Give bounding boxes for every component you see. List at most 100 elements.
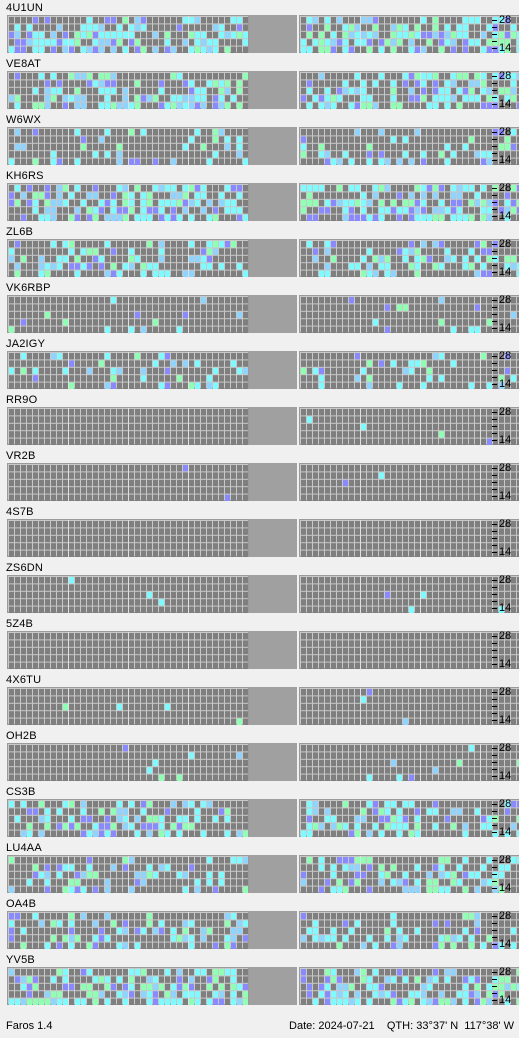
signal-cell: [129, 136, 134, 143]
signal-cell: [439, 158, 444, 165]
signal-cell: [15, 353, 20, 360]
signal-cell: [147, 80, 152, 87]
signal-cell: [135, 367, 140, 375]
signal-cell: [219, 136, 224, 143]
signal-cell: [57, 297, 62, 304]
signal-cell: [385, 304, 390, 311]
signal-cell: [81, 543, 86, 550]
signal-cell: [319, 255, 324, 263]
signal-cell: [231, 326, 236, 333]
signal-cell: [63, 409, 68, 416]
signal-cell: [409, 382, 414, 389]
signal-cell: [403, 46, 408, 53]
signal-cell: [301, 46, 306, 53]
signal-cell: [421, 353, 426, 360]
signal-cell: [201, 102, 206, 109]
signal-cell: [445, 591, 450, 599]
signal-cell: [45, 241, 50, 248]
signal-cell: [367, 521, 372, 528]
signal-cell: [427, 158, 432, 165]
signal-cell: [301, 129, 306, 136]
signal-cell: [117, 409, 122, 416]
signal-cell: [463, 73, 468, 80]
signal-cell: [63, 375, 68, 382]
signal-cell: [15, 158, 20, 165]
signal-cell: [177, 199, 182, 207]
signal-cell: [319, 353, 324, 360]
signal-cell: [51, 46, 56, 53]
signal-cell: [183, 479, 188, 487]
signal-cell: [237, 24, 242, 31]
signal-cell: [87, 297, 92, 304]
signal-cell: [325, 535, 330, 543]
signal-cell: [213, 528, 218, 535]
signal-cell: [219, 214, 224, 221]
grid-cells: [301, 296, 519, 334]
grid-cells: [301, 408, 519, 446]
signal-cell: [463, 207, 468, 214]
signal-cell: [361, 599, 366, 606]
signal-cell: [457, 129, 462, 136]
signal-cell: [445, 87, 450, 95]
signal-cell: [337, 129, 342, 136]
signal-cell: [505, 143, 510, 151]
signal-cell: [147, 192, 152, 199]
signal-cell: [57, 158, 62, 165]
signal-cell: [313, 143, 318, 151]
signal-cell: [361, 367, 366, 375]
signal-cell: [201, 248, 206, 255]
signal-cell: [9, 39, 14, 46]
signal-cell: [385, 487, 390, 494]
signal-cell: [207, 535, 212, 543]
propagation-grid-left: [7, 295, 249, 334]
signal-cell: [301, 214, 306, 221]
signal-cell: [325, 151, 330, 158]
signal-cell: [9, 591, 14, 599]
signal-cell: [337, 17, 342, 24]
signal-cell: [403, 375, 408, 382]
signal-cell: [57, 360, 62, 367]
signal-cell: [385, 270, 390, 277]
signal-cell: [21, 633, 26, 640]
signal-cell: [81, 80, 86, 87]
signal-cell: [183, 185, 188, 192]
signal-cell: [373, 87, 378, 95]
signal-cell: [183, 367, 188, 375]
signal-cell: [21, 647, 26, 655]
signal-cell: [517, 382, 519, 389]
signal-cell: [129, 550, 134, 557]
signal-cell: [207, 655, 212, 662]
signal-cell: [57, 311, 62, 319]
signal-cell: [307, 577, 312, 584]
axis-tick-label: 28: [499, 574, 512, 586]
signal-cell: [511, 416, 516, 423]
signal-cell: [75, 423, 80, 431]
signal-cell: [189, 494, 194, 501]
signal-cell: [171, 416, 176, 423]
signal-cell: [511, 185, 516, 192]
axis-tick: [492, 496, 497, 497]
signal-cell: [141, 655, 146, 662]
signal-cell: [81, 143, 86, 151]
signal-cell: [15, 151, 20, 158]
signal-cell: [9, 431, 14, 438]
signal-cell: [57, 550, 62, 557]
signal-cell: [451, 409, 456, 416]
signal-cell: [69, 416, 74, 423]
signal-cell: [99, 207, 104, 214]
signal-cell: [177, 73, 182, 80]
signal-cell: [57, 214, 62, 221]
signal-cell: [189, 409, 194, 416]
signal-cell: [183, 375, 188, 382]
signal-cell: [33, 158, 38, 165]
signal-cell: [349, 494, 354, 501]
signal-cell: [307, 584, 312, 591]
signal-cell: [313, 431, 318, 438]
signal-cell: [355, 633, 360, 640]
signal-cell: [135, 129, 140, 136]
signal-cell: [9, 382, 14, 389]
signal-cell: [57, 248, 62, 255]
signal-cell: [15, 17, 20, 24]
signal-cell: [445, 297, 450, 304]
signal-cell: [75, 255, 80, 263]
